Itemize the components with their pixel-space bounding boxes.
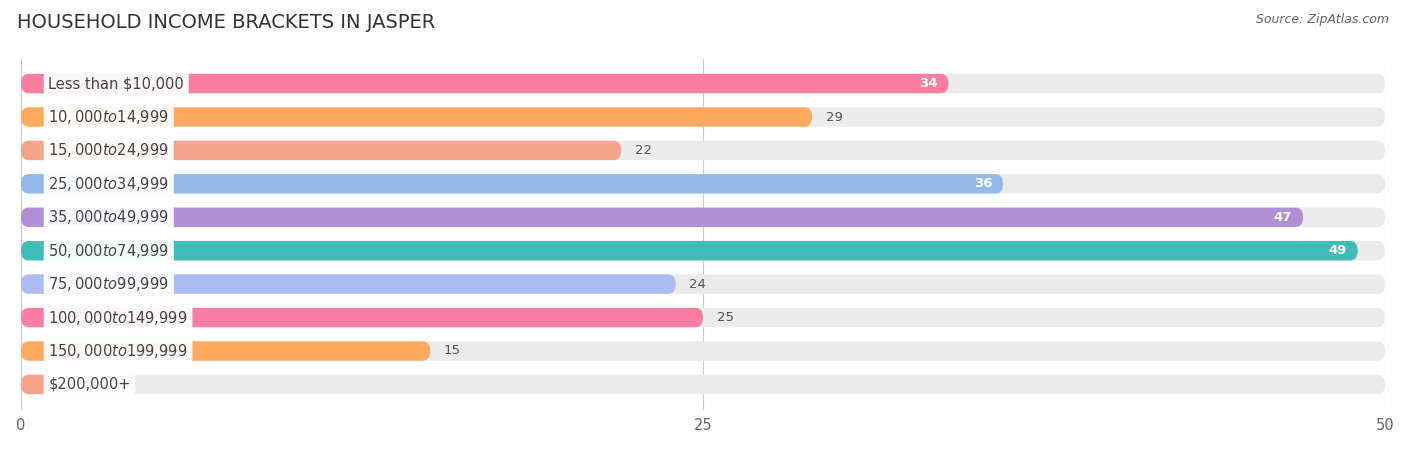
- FancyBboxPatch shape: [21, 74, 1385, 93]
- FancyBboxPatch shape: [21, 74, 949, 93]
- Text: $15,000 to $24,999: $15,000 to $24,999: [48, 141, 169, 159]
- Text: $200,000+: $200,000+: [48, 377, 131, 392]
- FancyBboxPatch shape: [21, 107, 813, 127]
- Text: Source: ZipAtlas.com: Source: ZipAtlas.com: [1256, 14, 1389, 27]
- Text: $25,000 to $34,999: $25,000 to $34,999: [48, 175, 169, 193]
- Text: Less than $10,000: Less than $10,000: [48, 76, 184, 91]
- Text: $100,000 to $149,999: $100,000 to $149,999: [48, 309, 188, 327]
- Text: HOUSEHOLD INCOME BRACKETS IN JASPER: HOUSEHOLD INCOME BRACKETS IN JASPER: [17, 14, 434, 32]
- FancyBboxPatch shape: [21, 375, 1385, 394]
- FancyBboxPatch shape: [21, 241, 1385, 261]
- Text: 47: 47: [1274, 211, 1292, 224]
- Text: $75,000 to $99,999: $75,000 to $99,999: [48, 275, 169, 293]
- Text: 1: 1: [62, 378, 70, 391]
- FancyBboxPatch shape: [21, 308, 1385, 327]
- FancyBboxPatch shape: [21, 141, 1385, 160]
- FancyBboxPatch shape: [21, 207, 1385, 227]
- Text: $35,000 to $49,999: $35,000 to $49,999: [48, 208, 169, 226]
- Text: $50,000 to $74,999: $50,000 to $74,999: [48, 242, 169, 260]
- FancyBboxPatch shape: [21, 341, 1385, 361]
- Text: 25: 25: [717, 311, 734, 324]
- Text: 36: 36: [973, 177, 993, 190]
- FancyBboxPatch shape: [21, 341, 430, 361]
- Text: 24: 24: [689, 278, 706, 291]
- Text: $10,000 to $14,999: $10,000 to $14,999: [48, 108, 169, 126]
- FancyBboxPatch shape: [21, 141, 621, 160]
- FancyBboxPatch shape: [21, 375, 48, 394]
- FancyBboxPatch shape: [21, 274, 676, 294]
- Text: 29: 29: [825, 111, 842, 123]
- FancyBboxPatch shape: [21, 207, 1303, 227]
- Text: 34: 34: [920, 77, 938, 90]
- Text: 22: 22: [636, 144, 652, 157]
- FancyBboxPatch shape: [21, 107, 1385, 127]
- FancyBboxPatch shape: [21, 274, 1385, 294]
- Text: 49: 49: [1329, 244, 1347, 257]
- FancyBboxPatch shape: [21, 174, 1002, 194]
- Text: 15: 15: [444, 345, 461, 357]
- FancyBboxPatch shape: [21, 174, 1385, 194]
- Text: $150,000 to $199,999: $150,000 to $199,999: [48, 342, 188, 360]
- FancyBboxPatch shape: [21, 308, 703, 327]
- FancyBboxPatch shape: [21, 241, 1358, 261]
